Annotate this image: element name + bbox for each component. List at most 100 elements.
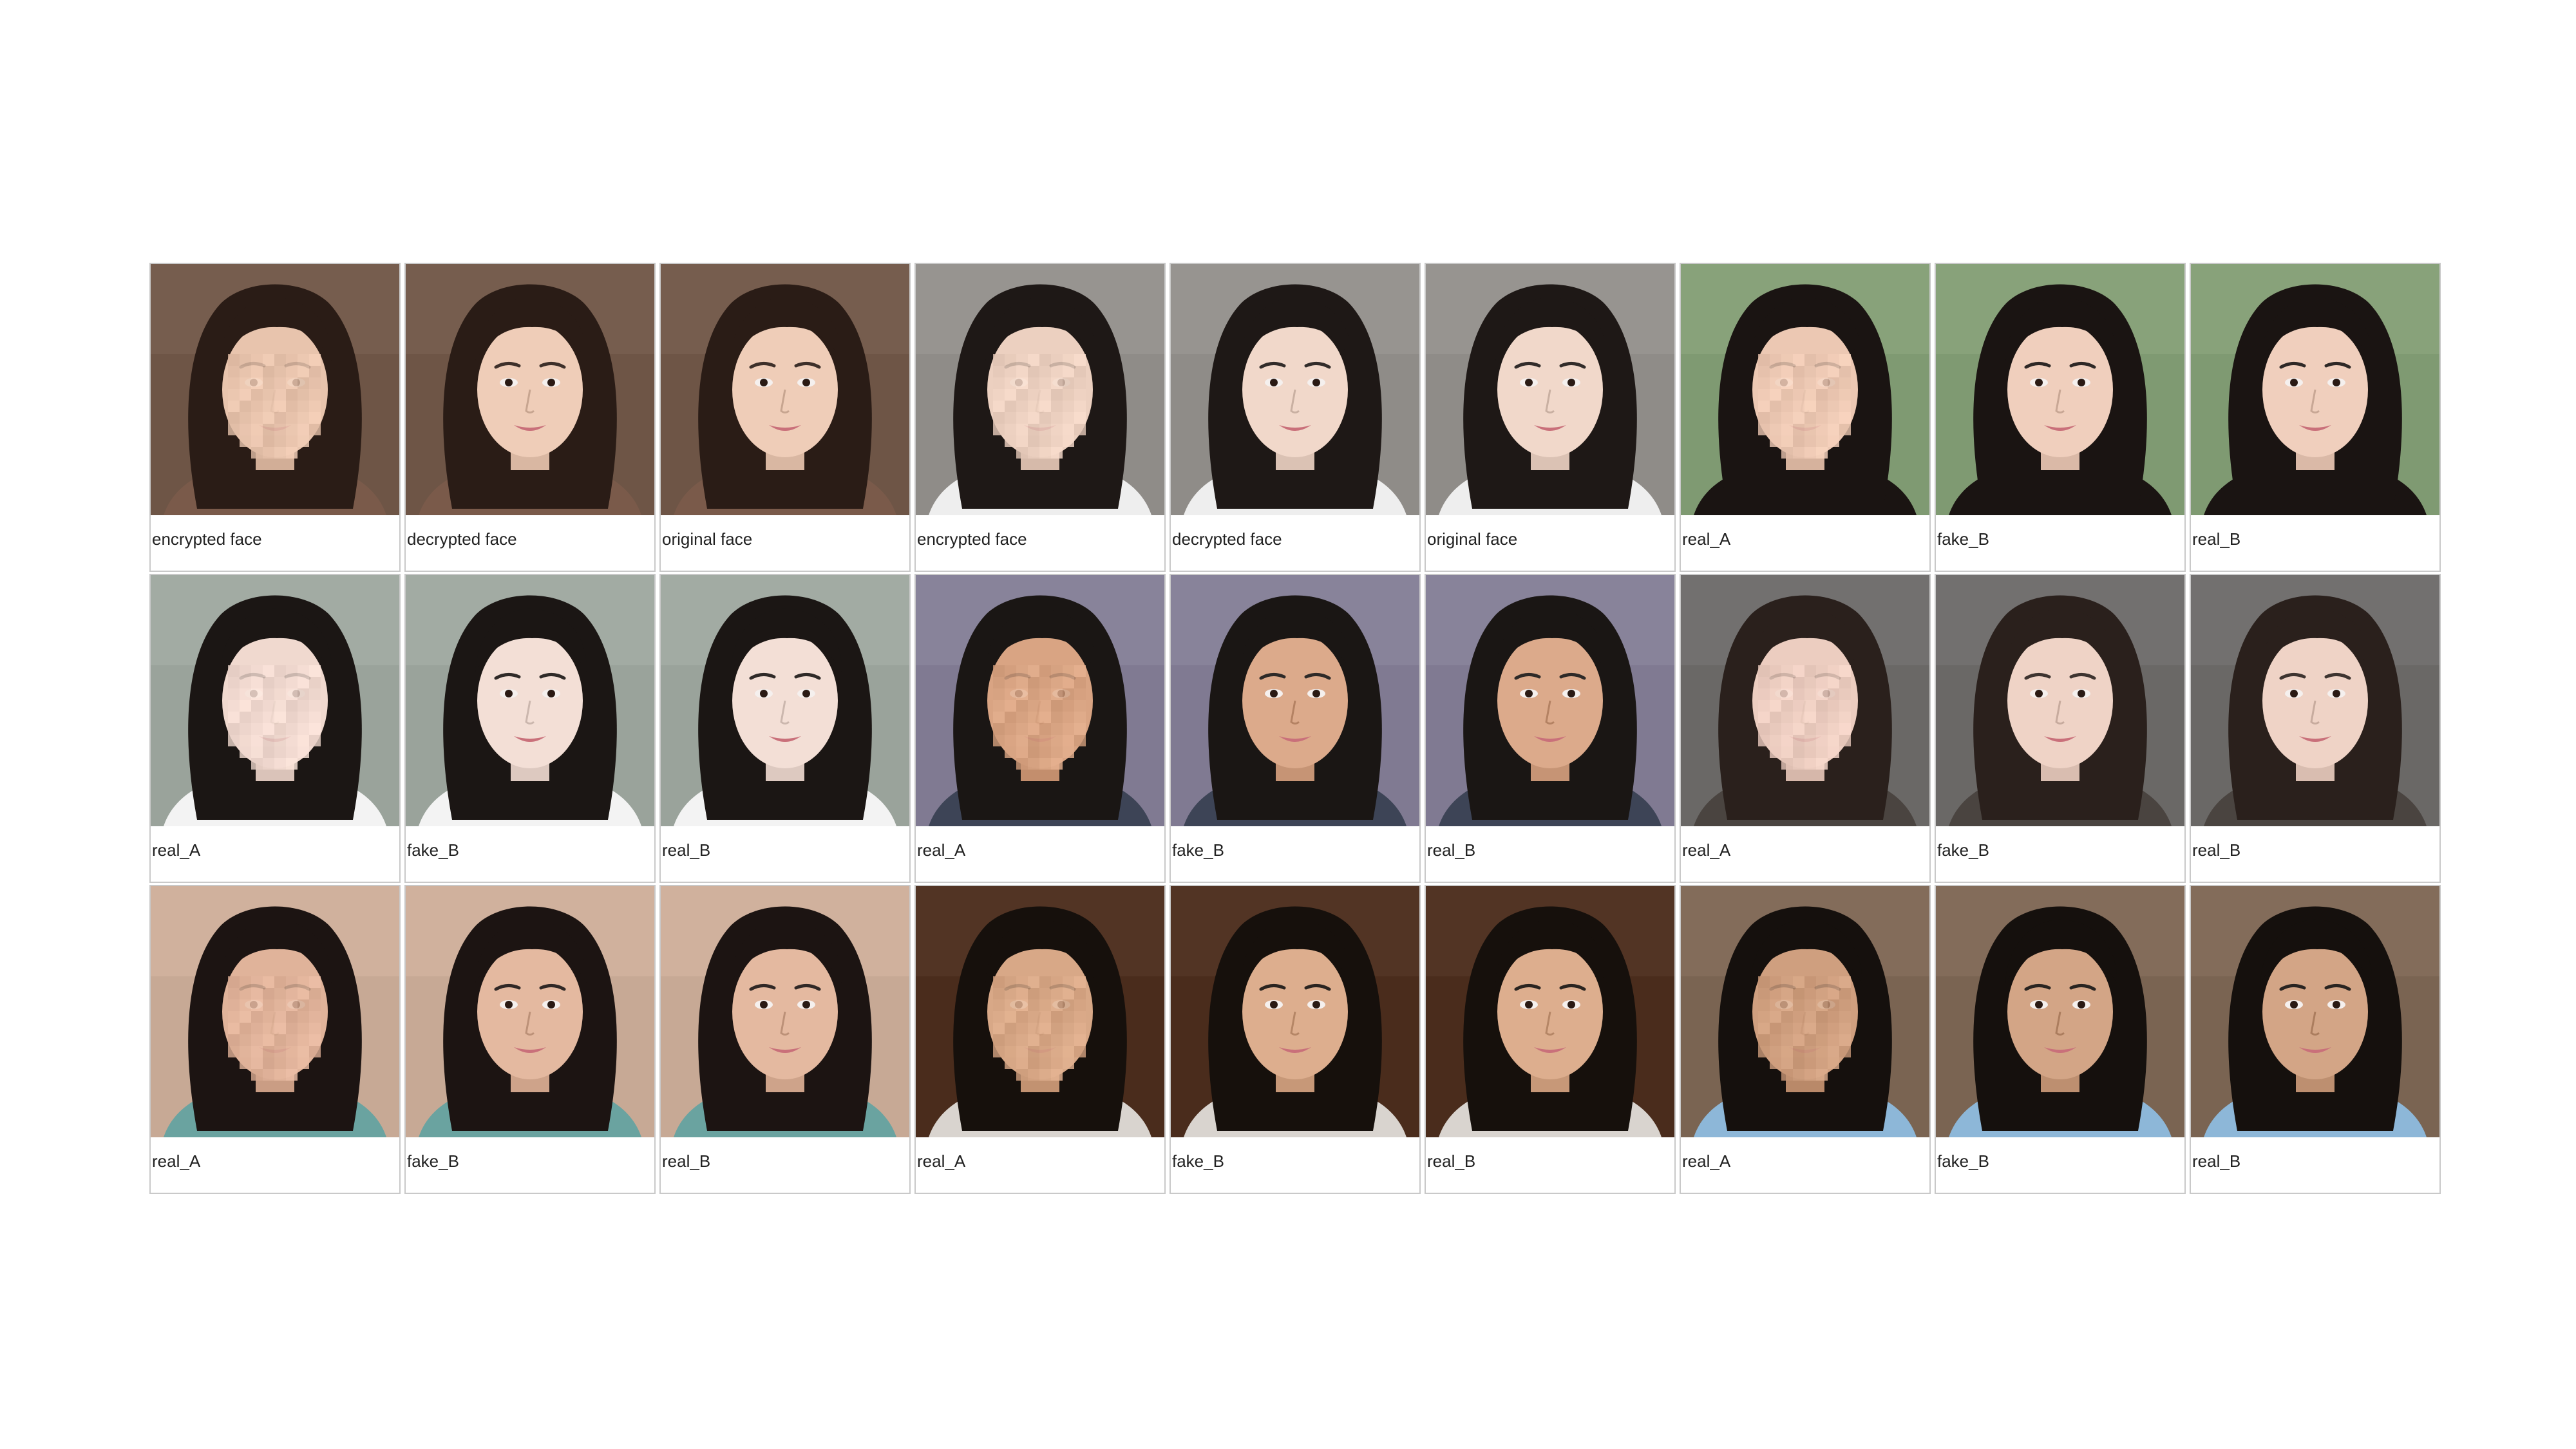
face-photo: [661, 264, 909, 515]
face-panel: decrypted face: [404, 263, 656, 572]
face-photo: [1171, 575, 1419, 826]
face-photo: [916, 264, 1164, 515]
portrait-image: [1426, 886, 1674, 1137]
portrait-image: [1681, 575, 1929, 826]
panel-caption: fake_B: [1937, 840, 1989, 860]
face-photo: [1426, 886, 1674, 1137]
face-photo: [2191, 886, 2439, 1137]
face-panel: real_B: [2190, 885, 2441, 1194]
face-panel: decrypted face: [1170, 263, 1421, 572]
panel-caption: real_B: [2192, 1151, 2241, 1171]
portrait-image: [1426, 264, 1674, 515]
face-panel: fake_B: [1170, 574, 1421, 883]
portrait-image: [1681, 886, 1929, 1137]
portrait-image: [1936, 886, 2184, 1137]
face-panel: fake_B: [1935, 574, 2186, 883]
face-panel: original face: [1425, 263, 1676, 572]
panel-caption: fake_B: [1937, 1151, 1989, 1171]
panel-caption: real_A: [152, 1151, 201, 1171]
face-panel: real_B: [2190, 574, 2441, 883]
portrait-image: [2191, 886, 2439, 1137]
panel-caption: original face: [662, 529, 753, 549]
panel-caption: real_B: [662, 840, 711, 860]
face-photo: [1681, 264, 1929, 515]
face-panel: real_B: [1425, 574, 1676, 883]
face-photo: [1936, 886, 2184, 1137]
face-photo: [661, 575, 909, 826]
face-photo: [151, 886, 399, 1137]
face-panel: original face: [659, 263, 911, 572]
panel-caption: original face: [1427, 529, 1518, 549]
panel-caption: real_B: [662, 1151, 711, 1171]
portrait-image: [151, 575, 399, 826]
face-panel: real_B: [659, 574, 911, 883]
portrait-image: [1171, 264, 1419, 515]
face-photo: [1936, 264, 2184, 515]
face-panel: real_A: [914, 885, 1166, 1194]
face-photo: [406, 886, 654, 1137]
face-photo: [151, 264, 399, 515]
panel-caption: real_B: [2192, 840, 2241, 860]
face-photo: [2191, 264, 2439, 515]
panel-caption: real_A: [1682, 529, 1731, 549]
face-panel: encrypted face: [149, 263, 401, 572]
portrait-image: [916, 264, 1164, 515]
face-photo: [916, 575, 1164, 826]
portrait-image: [916, 575, 1164, 826]
panel-caption: real_A: [1682, 1151, 1731, 1171]
portrait-image: [1171, 886, 1419, 1137]
face-panel: real_A: [149, 885, 401, 1194]
face-photo: [661, 886, 909, 1137]
face-panel: fake_B: [404, 885, 656, 1194]
portrait-image: [661, 575, 909, 826]
portrait-image: [151, 886, 399, 1137]
face-photo: [1171, 886, 1419, 1137]
panel-caption: real_A: [917, 840, 966, 860]
face-photo: [406, 575, 654, 826]
face-panel: real_A: [1680, 263, 1931, 572]
face-photo: [1426, 575, 1674, 826]
panel-caption: real_A: [152, 840, 201, 860]
face-photo: [151, 575, 399, 826]
face-photo: [1681, 886, 1929, 1137]
panel-caption: fake_B: [407, 1151, 459, 1171]
portrait-image: [406, 264, 654, 515]
portrait-image: [1426, 575, 1674, 826]
panel-caption: fake_B: [1937, 529, 1989, 549]
panel-caption: real_A: [1682, 840, 1731, 860]
face-panel: real_A: [1680, 574, 1931, 883]
portrait-image: [151, 264, 399, 515]
face-panel: real_B: [2190, 263, 2441, 572]
portrait-image: [1936, 575, 2184, 826]
portrait-image: [916, 886, 1164, 1137]
portrait-image: [661, 886, 909, 1137]
portrait-image: [1936, 264, 2184, 515]
portrait-image: [1681, 264, 1929, 515]
portrait-image: [406, 575, 654, 826]
panel-caption: fake_B: [407, 840, 459, 860]
panel-caption: decrypted face: [1172, 529, 1282, 549]
face-panel: fake_B: [404, 574, 656, 883]
face-photo: [1681, 575, 1929, 826]
face-photo: [1426, 264, 1674, 515]
portrait-image: [661, 264, 909, 515]
face-photo: [1936, 575, 2184, 826]
face-panel: encrypted face: [914, 263, 1166, 572]
face-panel: fake_B: [1935, 263, 2186, 572]
face-panel: real_B: [659, 885, 911, 1194]
panel-caption: real_B: [1427, 840, 1476, 860]
panel-caption: real_A: [917, 1151, 966, 1171]
portrait-image: [2191, 264, 2439, 515]
face-photo: [1171, 264, 1419, 515]
face-photo: [916, 886, 1164, 1137]
face-comparison-grid: encrypted face decrypted face original fac…: [149, 263, 2442, 1194]
face-panel: fake_B: [1170, 885, 1421, 1194]
face-panel: real_A: [149, 574, 401, 883]
panel-caption: fake_B: [1172, 840, 1224, 860]
panel-caption: fake_B: [1172, 1151, 1224, 1171]
panel-caption: encrypted face: [152, 529, 262, 549]
face-panel: real_A: [1680, 885, 1931, 1194]
portrait-image: [2191, 575, 2439, 826]
face-panel: fake_B: [1935, 885, 2186, 1194]
